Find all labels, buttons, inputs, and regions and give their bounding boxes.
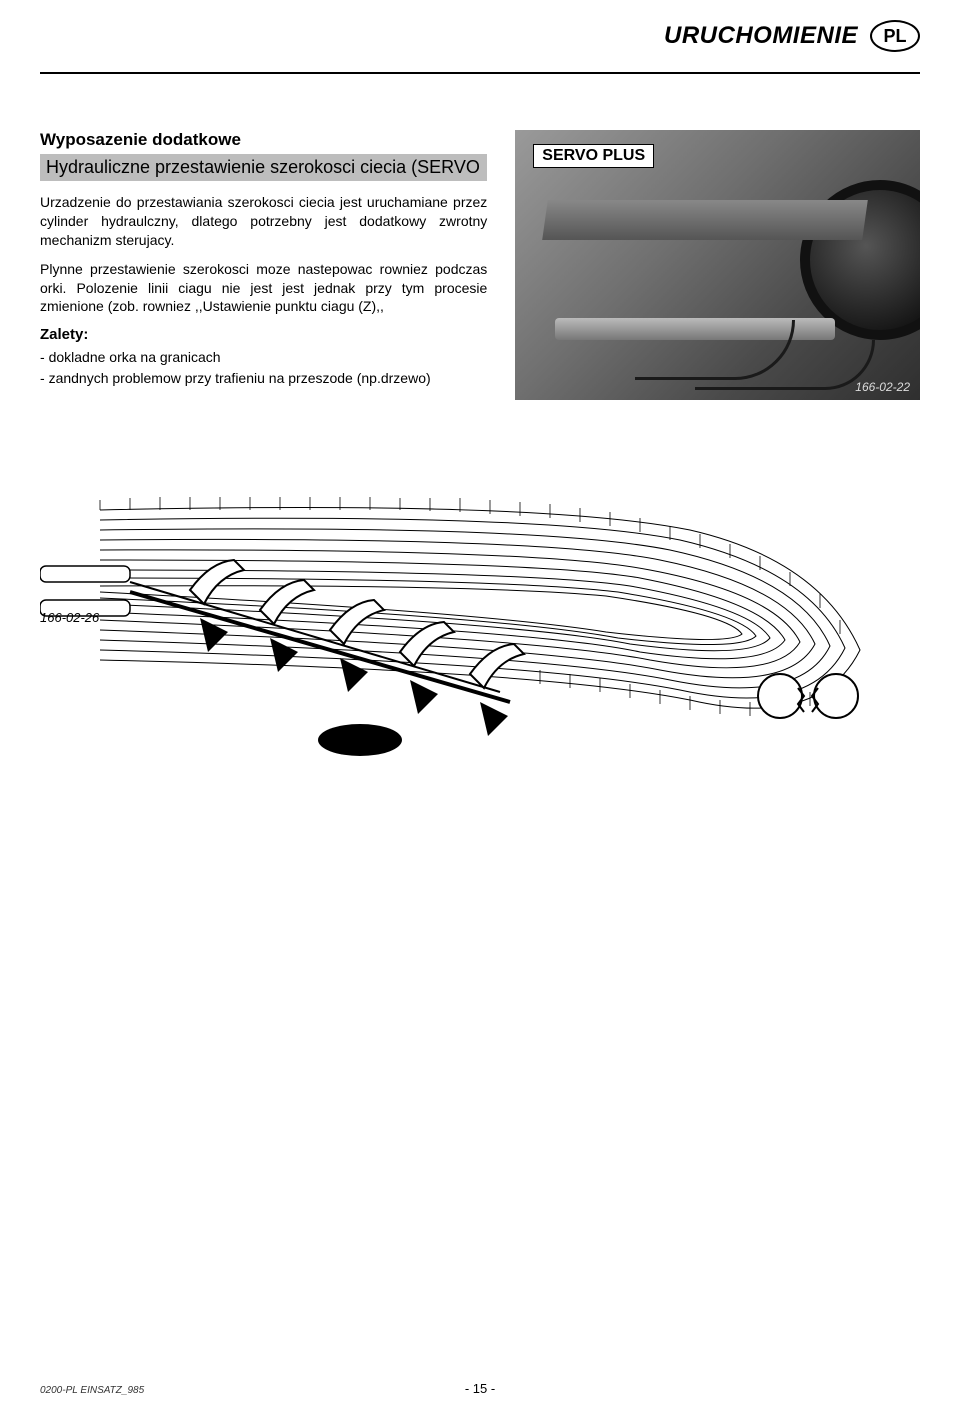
list-item: dokladne orka na granicach: [40, 347, 487, 367]
diagram-code: 166-02-26: [40, 610, 99, 625]
diagram-svg: [40, 470, 920, 790]
footer-page-number: - 15 -: [465, 1381, 495, 1396]
text-column: Wyposazenie dodatkowe Hydrauliczne przes…: [40, 130, 487, 400]
section-title: Wyposazenie dodatkowe: [40, 130, 487, 150]
advantages-list: dokladne orka na granicach zandnych prob…: [40, 347, 487, 388]
advantages-heading: Zalety:: [40, 326, 487, 343]
header-rule: [40, 72, 920, 74]
plow-diagram: 166-02-26: [40, 470, 920, 790]
beam-graphic: [542, 200, 868, 240]
photo-code: 166-02-22: [855, 380, 910, 394]
subtitle-bar: Hydrauliczne przestawienie szerokosci ci…: [40, 154, 487, 181]
footer-doc-code: 0200-PL EINSATZ_985: [40, 1385, 144, 1396]
header-title: URUCHOMIENIE: [664, 22, 858, 50]
main-content: Wyposazenie dodatkowe Hydrauliczne przes…: [40, 130, 920, 400]
language-badge: PL: [870, 20, 920, 52]
photo-column: SERVO PLUS 166-02-22: [515, 130, 920, 400]
hose-graphic: [695, 340, 875, 390]
paragraph-1: Urzadzenie do przestawiania szerokosci c…: [40, 193, 487, 250]
list-item: zandnych problemow przy trafieniu na prz…: [40, 368, 487, 388]
paragraph-2: Plynne przestawienie szerokosci moze nas…: [40, 260, 487, 317]
page-header: URUCHOMIENIE PL: [664, 20, 920, 52]
equipment-photo: SERVO PLUS 166-02-22: [515, 130, 920, 400]
photo-label: SERVO PLUS: [533, 144, 654, 168]
